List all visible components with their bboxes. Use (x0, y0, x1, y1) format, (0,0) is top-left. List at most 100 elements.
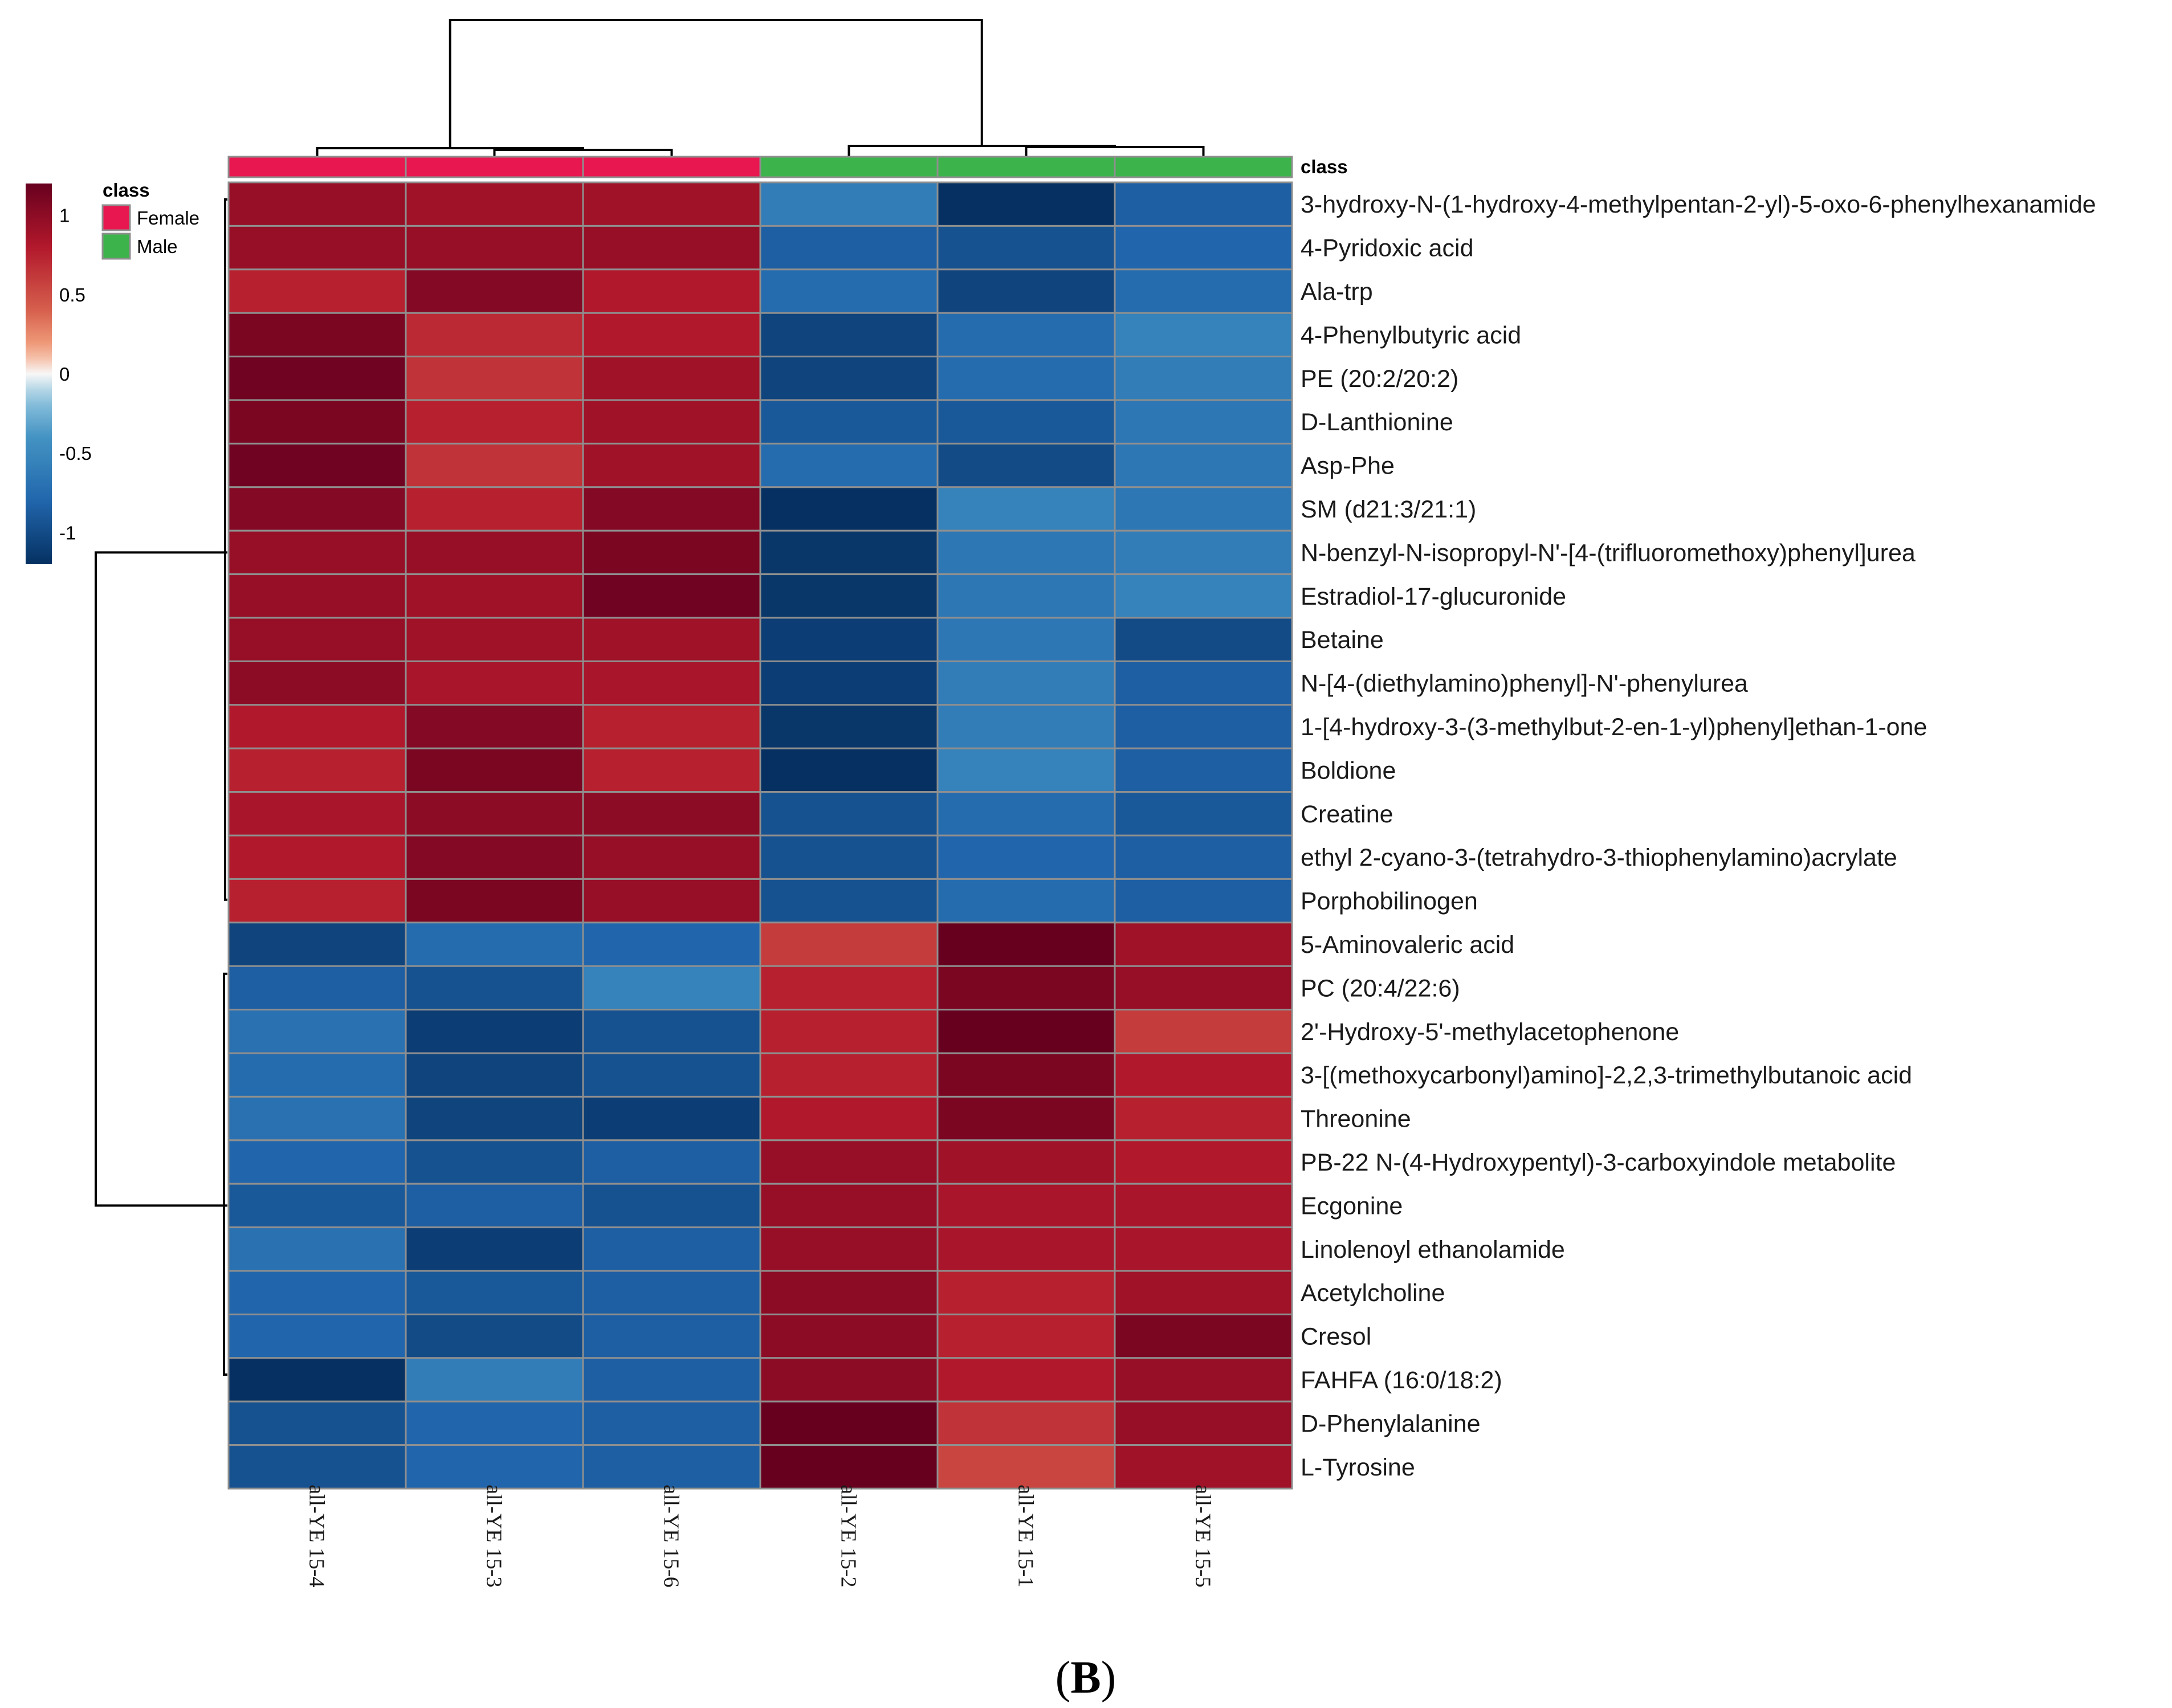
heatmap-cell (405, 965, 584, 1011)
heatmap-cell (1114, 1400, 1293, 1446)
heatmap-cell (1114, 834, 1293, 880)
heatmap-cell (936, 965, 1116, 1011)
heatmap-cell (1114, 442, 1293, 488)
heatmap-cell (759, 660, 939, 706)
row-label: PE (20:2/20:2) (1301, 365, 1458, 393)
heatmap-cell (1114, 573, 1293, 619)
row-label: N-benzyl-N-isopropyl-N'-[4-(trifluoromet… (1301, 539, 1916, 566)
dendrogram-branch (95, 551, 227, 1207)
column-label: all-YE 15-2 (837, 1485, 861, 1587)
column-label: all-YE 15-5 (1191, 1485, 1215, 1587)
color-scale-tick: 0.5 (59, 284, 85, 305)
heatmap-cell (759, 878, 939, 924)
heatmap-cell (405, 181, 584, 227)
heatmap-cell (1114, 1009, 1293, 1054)
heatmap-cell (582, 1009, 761, 1054)
column-label: all-YE 15-3 (482, 1485, 506, 1587)
color-scale-bar (26, 184, 52, 564)
heatmap-cell (1114, 965, 1293, 1011)
heatmap-cell (405, 834, 584, 880)
row-label: ethyl 2-cyano-3-(tetrahydro-3-thiophenyl… (1301, 844, 1897, 871)
row-label: N-[4-(diethylamino)phenyl]-N'-phenylurea (1301, 670, 1748, 698)
heatmap-cell (1114, 1270, 1293, 1315)
row-label: Estradiol-17-glucuronide (1301, 583, 1566, 610)
heatmap-cell (1114, 1095, 1293, 1142)
row-label: SM (d21:3/21:1) (1301, 496, 1476, 523)
heatmap-cell (227, 268, 407, 314)
heatmap-cell (936, 704, 1116, 749)
heatmap-cell (582, 181, 761, 227)
heatmap-cell (1114, 747, 1293, 793)
heatmap-cell (227, 1444, 407, 1490)
heatmap-cell (759, 617, 939, 662)
heatmap-cell (582, 617, 761, 662)
heatmap-cell (582, 1357, 761, 1403)
heatmap-cell (759, 529, 939, 576)
figure-caption: (B) (1056, 1653, 1116, 1703)
heatmap-cell (759, 486, 939, 532)
heatmap-cell (1114, 529, 1293, 576)
heatmap-cell (227, 1183, 407, 1229)
heatmap-cell (405, 399, 584, 445)
row-label: 5-Aminovaleric acid (1301, 931, 1514, 959)
heatmap-cell (936, 442, 1116, 488)
row-label: PB-22 N-(4-Hydroxypentyl)-3-carboxyindol… (1301, 1149, 1896, 1176)
heatmap-cell (227, 486, 407, 532)
heatmap-cell (936, 225, 1116, 271)
row-label: 4-Pyridoxic acid (1301, 235, 1474, 262)
heatmap-cell (227, 922, 407, 967)
heatmap-cell (405, 1270, 584, 1315)
heatmap-cell (582, 704, 761, 749)
heatmap-cell (759, 1313, 939, 1359)
heatmap-cell (759, 1052, 939, 1098)
dendrogram-branch (223, 972, 227, 1376)
dendrogram-branch (1025, 146, 1205, 157)
heatmap-cell (936, 268, 1116, 314)
heatmap-cell (1114, 922, 1293, 967)
heatmap-cell (759, 834, 939, 880)
heatmap-cell (405, 1444, 584, 1490)
heatmap-cell (227, 1095, 407, 1142)
heatmap-cell (227, 225, 407, 271)
heatmap-cell (227, 312, 407, 358)
heatmap-cells (227, 181, 1293, 1490)
heatmap-cell (582, 442, 761, 488)
heatmap-cell (227, 573, 407, 619)
row-label: L-Tyrosine (1301, 1454, 1415, 1481)
column-label: all-YE 15-4 (305, 1485, 329, 1587)
heatmap-cell (759, 1139, 939, 1185)
heatmap-cell (936, 747, 1116, 793)
heatmap-cell (936, 834, 1116, 880)
row-labels: 3-hydroxy-N-(1-hydroxy-4-methylpentan-2-… (1301, 191, 2096, 1481)
heatmap-cell (936, 399, 1116, 445)
dendrogram-branch (449, 19, 983, 148)
heatmap-cell (759, 1183, 939, 1229)
heatmap-cell (1114, 312, 1293, 358)
heatmap-cell (936, 617, 1116, 662)
heatmap-cell (405, 878, 584, 924)
row-label: Ala-trp (1301, 278, 1373, 305)
class-bar-label: class (1301, 156, 1348, 177)
heatmap-cell (227, 1226, 407, 1272)
heatmap-cell (759, 704, 939, 749)
heatmap-cell (405, 486, 584, 532)
heatmap-cell (405, 1226, 584, 1272)
column-label: all-YE 15-1 (1014, 1485, 1038, 1587)
dendrogram-branch (493, 149, 673, 157)
heatmap-cell (759, 1270, 939, 1315)
heatmap-cell (582, 1400, 761, 1446)
class-bar-cell (936, 156, 1116, 178)
column-dendrogram (316, 19, 1205, 157)
heatmap-cell (582, 1183, 761, 1229)
heatmap-cell (405, 529, 584, 576)
heatmap-cell (1114, 1313, 1293, 1359)
heatmap-cell (405, 268, 584, 314)
heatmap-cell (582, 965, 761, 1011)
heatmap-cell (759, 399, 939, 445)
heatmap-cell (1114, 1139, 1293, 1185)
heatmap-cell (759, 1357, 939, 1403)
legend: 1 0.5 0 -0.5 -1 class Female Male (26, 180, 199, 564)
row-label: D-Phenylalanine (1301, 1410, 1481, 1437)
heatmap-cell (227, 181, 407, 227)
